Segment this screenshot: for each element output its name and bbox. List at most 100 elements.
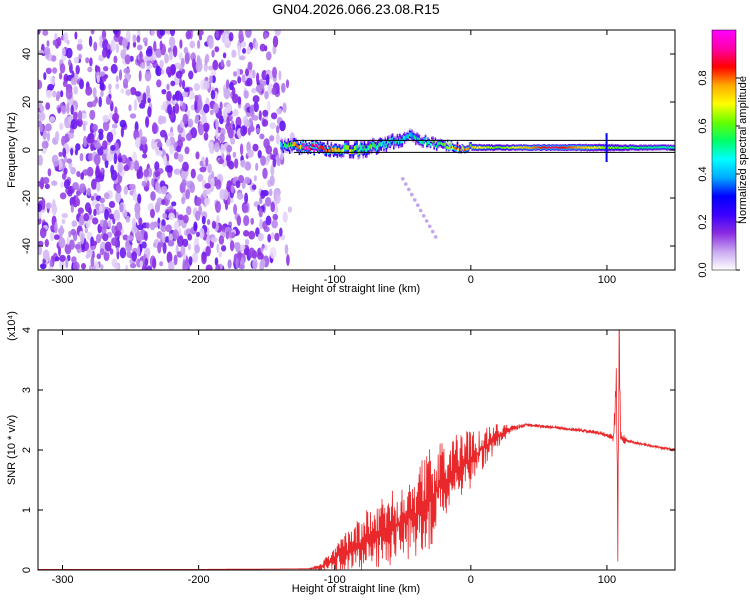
noise-blob xyxy=(90,195,94,201)
signal-cell xyxy=(355,145,357,150)
signal-cell xyxy=(642,146,645,149)
signal-cell xyxy=(640,146,642,149)
signal-cell xyxy=(530,146,532,149)
noise-blob xyxy=(169,144,175,155)
noise-blob xyxy=(174,103,180,114)
noise-blob xyxy=(127,244,133,252)
noise-blob xyxy=(272,35,279,48)
noise-blob xyxy=(106,96,111,105)
signal-cell xyxy=(288,145,291,150)
noise-blob xyxy=(70,204,74,213)
noise-blob xyxy=(193,83,201,91)
signal-cell xyxy=(546,146,548,149)
noise-blob xyxy=(195,210,201,221)
signal-cell xyxy=(317,145,319,149)
noise-blob xyxy=(109,112,113,119)
noise-blob xyxy=(145,116,150,128)
signal-cell xyxy=(364,148,367,154)
signal-cell xyxy=(483,146,486,149)
noise-blob xyxy=(111,225,116,234)
signal-cell xyxy=(477,146,480,149)
signal-cell xyxy=(639,146,641,149)
noise-blob xyxy=(49,231,55,242)
signal-cell xyxy=(566,146,569,149)
signal-cell xyxy=(613,146,616,150)
noise-blob xyxy=(186,205,192,216)
noise-blob xyxy=(187,233,193,241)
signal-cell xyxy=(505,146,508,149)
noise-blob xyxy=(244,239,250,246)
noise-blob xyxy=(214,46,220,53)
signal-cell xyxy=(585,145,587,149)
noise-blob xyxy=(154,161,160,172)
noise-blob xyxy=(153,242,156,248)
noise-blob xyxy=(99,248,105,256)
noise-blob xyxy=(167,131,175,138)
noise-blob xyxy=(78,110,83,122)
signal-cell xyxy=(363,145,366,151)
signal-cell xyxy=(374,144,377,149)
signal-cell xyxy=(428,140,431,144)
signal-cell xyxy=(495,146,498,149)
signal-cell xyxy=(282,145,285,151)
noise-blob xyxy=(150,30,155,36)
signal-cell xyxy=(344,145,346,150)
noise-blob xyxy=(139,260,144,267)
chart-title: GN04.2026.066.23.08.R15 xyxy=(272,1,440,17)
signal-cell xyxy=(331,148,334,153)
noise-blob xyxy=(106,131,114,143)
signal-cell xyxy=(388,139,390,144)
signal-cell xyxy=(645,146,647,149)
signal-cell xyxy=(341,148,344,154)
signal-cell xyxy=(624,146,627,149)
signal-cell xyxy=(443,143,445,147)
noise-blob xyxy=(184,87,190,93)
signal-cell xyxy=(657,146,660,149)
signal-cell xyxy=(437,142,439,146)
signal-cell xyxy=(508,146,510,149)
noise-blob xyxy=(175,70,183,79)
noise-blob xyxy=(282,102,287,114)
noise-blob xyxy=(237,76,242,84)
noise-blob xyxy=(274,232,280,242)
noise-blob xyxy=(70,167,76,175)
noise-blob xyxy=(218,251,223,258)
signal-cell xyxy=(476,146,478,149)
noise-blob xyxy=(162,101,168,111)
noise-blob xyxy=(166,83,170,91)
signal-cell xyxy=(459,147,461,150)
noise-blob xyxy=(251,87,256,94)
signal-cell xyxy=(551,146,553,149)
signal-cell xyxy=(285,143,287,149)
noise-blob xyxy=(205,157,209,167)
noise-blob xyxy=(165,224,172,233)
noise-blob xyxy=(194,99,198,111)
signal-cell xyxy=(542,146,544,149)
signal-cell xyxy=(361,145,363,151)
noise-blob xyxy=(66,39,70,45)
noise-blob xyxy=(73,85,78,95)
noise-blob xyxy=(227,195,231,206)
signal-cell xyxy=(538,146,541,149)
noise-blob xyxy=(115,191,122,203)
noise-blob xyxy=(58,72,63,80)
signal-cell xyxy=(602,146,605,149)
noise-blob xyxy=(238,55,246,61)
noise-blob xyxy=(39,124,44,133)
signal-cell xyxy=(379,141,382,147)
signal-cell xyxy=(589,146,591,150)
signal-cell xyxy=(547,146,549,149)
noise-blob xyxy=(246,46,251,55)
signal-cell xyxy=(339,148,341,153)
noise-blob xyxy=(162,212,168,219)
noise-blob xyxy=(59,225,64,235)
signal-cell xyxy=(478,146,481,149)
signal-cell xyxy=(461,146,464,149)
signal-cell xyxy=(509,146,511,149)
signal-cell xyxy=(375,146,378,151)
noise-blob xyxy=(126,250,132,258)
noise-blob xyxy=(72,261,80,270)
signal-cell xyxy=(373,142,375,148)
signal-cell xyxy=(356,144,358,150)
